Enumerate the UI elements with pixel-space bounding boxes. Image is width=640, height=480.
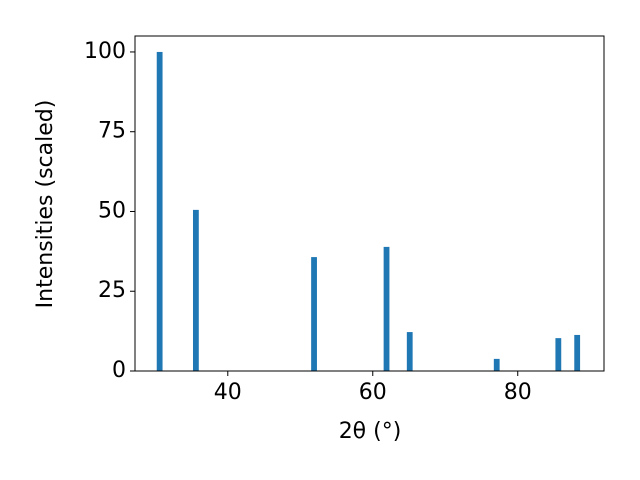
bar [493, 358, 500, 371]
bar [311, 257, 317, 371]
x-tick-label: 80 [504, 380, 532, 405]
y-tick-label: 50 [98, 198, 126, 223]
bar [192, 209, 199, 371]
plot-frame [134, 35, 605, 372]
bar [156, 51, 163, 371]
y-tick-label: 75 [98, 119, 126, 144]
bar [383, 246, 390, 371]
x-tick-label: 40 [214, 380, 242, 405]
x-axis-label: 2θ (°) [339, 419, 402, 444]
y-axis-label: Intensities (scaled) [33, 100, 58, 309]
bar [574, 334, 581, 371]
bar [555, 338, 562, 371]
y-tick-label: 100 [84, 39, 126, 64]
y-tick-label: 0 [112, 358, 126, 383]
y-tick-label: 25 [98, 278, 126, 303]
bar [406, 332, 413, 371]
x-tick-label: 60 [359, 380, 387, 405]
